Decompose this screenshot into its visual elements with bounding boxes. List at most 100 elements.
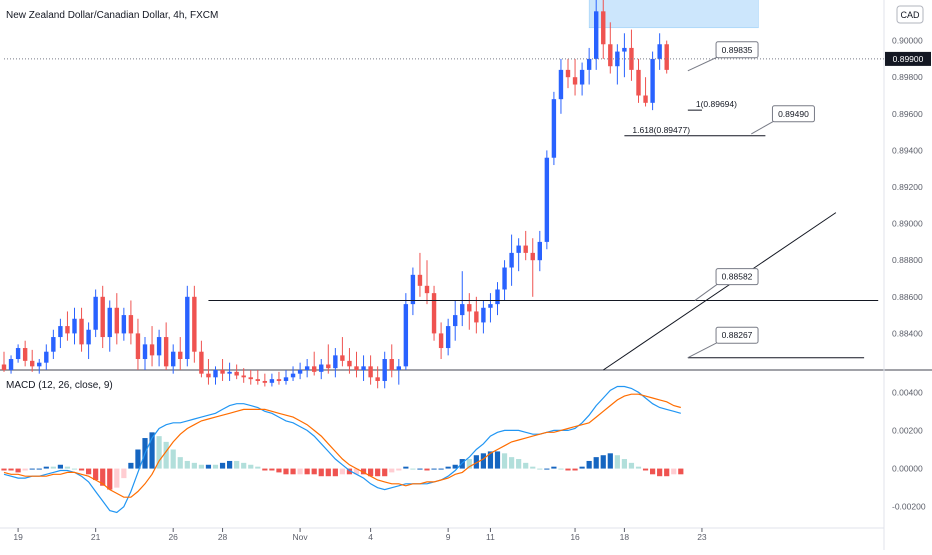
candle[interactable]: [312, 351, 317, 376]
candle[interactable]: [319, 359, 324, 380]
candle[interactable]: [403, 293, 409, 370]
candle[interactable]: [65, 311, 70, 341]
candle[interactable]: [192, 285, 197, 363]
candle[interactable]: [431, 285, 437, 341]
candle[interactable]: [594, 0, 599, 70]
candle[interactable]: [248, 370, 253, 385]
price-callout[interactable]: 0.89490: [751, 105, 815, 135]
candle[interactable]: [474, 296, 479, 334]
candle[interactable]: [664, 40, 669, 74]
candle[interactable]: [37, 359, 42, 374]
candle[interactable]: [283, 370, 289, 385]
candle[interactable]: [220, 359, 225, 381]
price-callout[interactable]: 0.88267: [687, 326, 759, 359]
candle[interactable]: [396, 359, 401, 385]
signal-line[interactable]: [3, 393, 681, 498]
candle[interactable]: [382, 351, 387, 389]
candle[interactable]: [572, 58, 578, 96]
candle[interactable]: [601, 0, 606, 59]
candle[interactable]: [438, 322, 444, 360]
candle[interactable]: [565, 58, 571, 89]
candle[interactable]: [114, 293, 119, 345]
candle[interactable]: [58, 318, 63, 349]
candle[interactable]: [149, 326, 155, 367]
candle[interactable]: [135, 318, 141, 370]
candle[interactable]: [333, 348, 338, 378]
candle[interactable]: [509, 234, 514, 286]
candle[interactable]: [537, 230, 542, 272]
candle[interactable]: [410, 267, 416, 316]
candle[interactable]: [163, 322, 169, 370]
candle[interactable]: [636, 58, 641, 103]
candle[interactable]: [629, 29, 634, 81]
price-callout[interactable]: 0.89835: [687, 41, 759, 72]
candle[interactable]: [171, 344, 176, 374]
candle[interactable]: [121, 307, 127, 341]
candle[interactable]: [389, 344, 394, 378]
candle[interactable]: [502, 260, 507, 301]
candle[interactable]: [72, 307, 77, 345]
candle[interactable]: [93, 289, 98, 338]
candle[interactable]: [657, 33, 662, 70]
candle[interactable]: [460, 271, 465, 327]
candle[interactable]: [586, 47, 592, 85]
candle[interactable]: [79, 307, 84, 352]
candle[interactable]: [530, 238, 535, 297]
candle[interactable]: [495, 282, 500, 316]
candle[interactable]: [178, 337, 183, 370]
candle[interactable]: [241, 368, 246, 383]
candle[interactable]: [488, 293, 493, 323]
trend-line[interactable]: [602, 212, 837, 371]
candle[interactable]: [1, 351, 7, 372]
candle[interactable]: [304, 359, 310, 378]
candle[interactable]: [213, 366, 218, 385]
candle[interactable]: [354, 351, 359, 378]
candle[interactable]: [340, 337, 345, 367]
candle[interactable]: [551, 91, 557, 166]
candle[interactable]: [51, 329, 56, 360]
candle[interactable]: [255, 370, 260, 385]
candle[interactable]: [8, 355, 14, 374]
candle[interactable]: [622, 33, 627, 78]
candle[interactable]: [297, 362, 303, 380]
candle[interactable]: [206, 359, 211, 385]
candle[interactable]: [481, 300, 486, 334]
candle[interactable]: [544, 150, 550, 250]
candle[interactable]: [262, 373, 268, 387]
candle[interactable]: [375, 366, 380, 389]
candle[interactable]: [615, 44, 620, 85]
candle[interactable]: [445, 318, 451, 356]
candle[interactable]: [424, 260, 430, 305]
candle[interactable]: [368, 355, 373, 385]
candle[interactable]: [347, 348, 352, 374]
candle[interactable]: [467, 293, 472, 330]
candle[interactable]: [107, 300, 112, 352]
candle[interactable]: [100, 285, 105, 349]
candle[interactable]: [30, 349, 35, 372]
candle[interactable]: [643, 77, 648, 107]
candle[interactable]: [276, 371, 282, 385]
candle[interactable]: [558, 58, 564, 114]
candle[interactable]: [185, 285, 190, 367]
candle[interactable]: [22, 340, 28, 367]
candle[interactable]: [142, 337, 148, 370]
candle[interactable]: [269, 373, 275, 387]
candle[interactable]: [44, 344, 49, 370]
candle[interactable]: [516, 238, 521, 272]
candle[interactable]: [579, 62, 585, 96]
candle[interactable]: [650, 51, 655, 111]
candle[interactable]: [290, 366, 296, 381]
price-callout[interactable]: 0.88582: [694, 268, 759, 301]
candle[interactable]: [417, 252, 423, 297]
candle[interactable]: [15, 344, 21, 363]
candle[interactable]: [523, 230, 528, 261]
candle[interactable]: [86, 322, 91, 360]
macd-line[interactable]: [3, 385, 681, 514]
candle[interactable]: [361, 355, 366, 381]
supply-zone[interactable]: [588, 0, 759, 29]
candle[interactable]: [608, 22, 613, 74]
candle[interactable]: [453, 300, 458, 341]
candle[interactable]: [326, 344, 331, 374]
candle[interactable]: [227, 362, 232, 381]
